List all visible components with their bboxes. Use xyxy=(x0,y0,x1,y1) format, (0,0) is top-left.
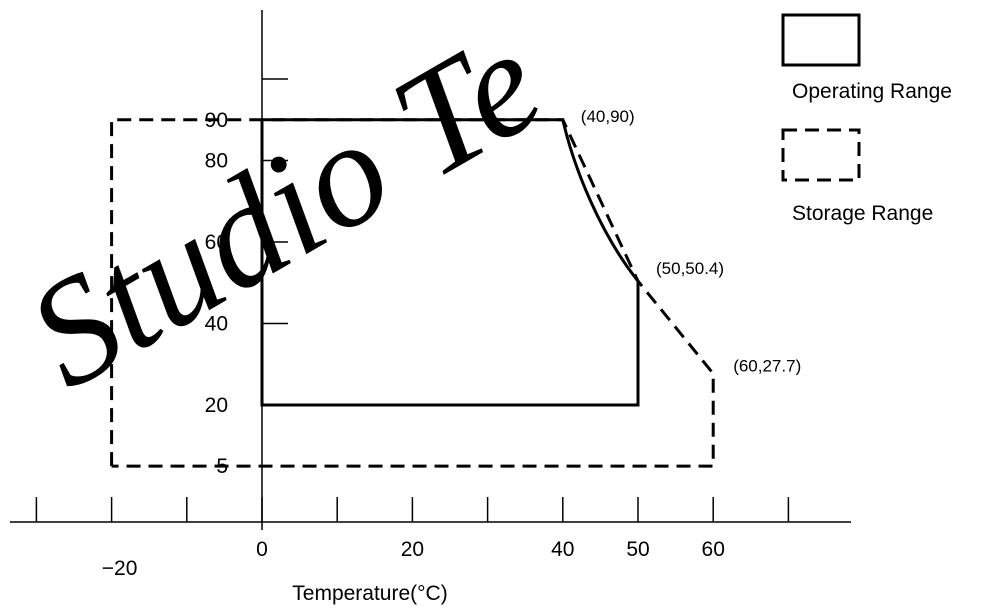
legend-storage-label: Storage Range xyxy=(792,202,933,225)
x-axis-label: Temperature(°C) xyxy=(292,582,447,605)
y-tick-label: 40 xyxy=(205,313,228,336)
y-tick-label: 60 xyxy=(205,231,228,254)
legend: Operating Range Storage Range xyxy=(781,13,952,225)
y-tick-label: 80 xyxy=(205,150,228,173)
point-annotation: (60,27.7) xyxy=(733,357,801,376)
x-tick-label: 60 xyxy=(702,538,725,561)
legend-operating-label: Operating Range xyxy=(792,80,952,103)
x-tick-label: 20 xyxy=(401,538,424,561)
legend-operating-swatch xyxy=(781,13,861,67)
x-tick-label: 0 xyxy=(256,538,268,561)
point-annotation: (40,90) xyxy=(581,107,635,126)
y-tick-label: 20 xyxy=(205,394,228,417)
operating-range-outline xyxy=(260,118,640,407)
watermark: Studio Te xyxy=(2,0,567,420)
x-tick-label: 50 xyxy=(626,538,649,561)
x-axis-ticks: −20 0 20 40 50 60 xyxy=(35,497,790,580)
x-tick-label: 40 xyxy=(551,538,574,561)
annotation-layer: (40,90) (50,50.4) (60,27.7) xyxy=(581,107,801,376)
point-annotation: (50,50.4) xyxy=(656,259,724,278)
x-tick-label: −20 xyxy=(102,557,138,580)
legend-storage-swatch xyxy=(781,128,861,182)
series-layer xyxy=(110,118,715,468)
